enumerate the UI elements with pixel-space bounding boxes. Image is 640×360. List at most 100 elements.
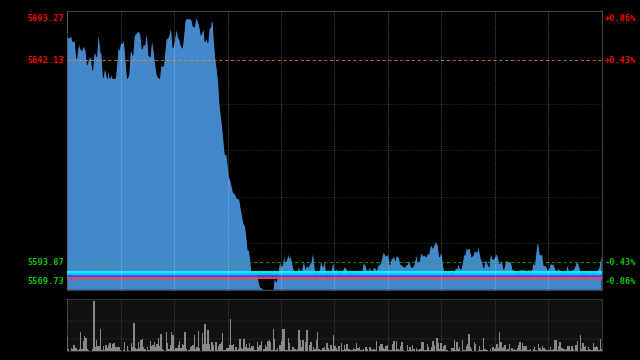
Bar — [282, 329, 284, 351]
Bar — [203, 344, 205, 351]
Bar — [221, 342, 222, 351]
Bar — [550, 347, 552, 351]
Bar — [193, 345, 194, 351]
Bar — [330, 345, 332, 351]
Bar — [355, 349, 356, 351]
Bar — [513, 350, 514, 351]
Bar — [535, 350, 537, 351]
Bar — [222, 333, 223, 351]
Bar — [226, 348, 227, 351]
Bar — [403, 350, 404, 351]
Bar — [522, 342, 524, 351]
Bar — [341, 343, 342, 351]
Bar — [93, 301, 95, 351]
Bar — [67, 337, 68, 351]
Bar — [302, 340, 303, 351]
Bar — [380, 344, 381, 351]
Bar — [127, 346, 128, 351]
Bar — [317, 332, 318, 351]
Bar — [112, 343, 113, 351]
Bar — [81, 349, 83, 351]
Bar — [542, 346, 543, 351]
Bar — [275, 350, 277, 351]
Bar — [490, 349, 491, 351]
Bar — [584, 347, 585, 351]
Bar — [389, 350, 390, 351]
Bar — [290, 350, 292, 351]
Bar — [361, 350, 362, 351]
Bar — [502, 348, 503, 351]
Text: 5569.73: 5569.73 — [28, 278, 65, 287]
Bar — [438, 343, 439, 351]
Bar — [255, 350, 257, 351]
Bar — [601, 349, 602, 351]
Bar — [287, 338, 289, 351]
Bar — [95, 347, 96, 351]
Bar — [178, 345, 179, 351]
Bar — [337, 350, 339, 351]
Bar — [429, 350, 431, 351]
Text: -0.43%: -0.43% — [604, 258, 636, 267]
Bar — [365, 347, 367, 351]
Bar — [569, 346, 570, 351]
Bar — [166, 332, 167, 351]
Bar — [143, 347, 144, 351]
Bar — [318, 349, 319, 351]
Bar — [243, 339, 244, 351]
Bar — [120, 350, 122, 351]
Bar — [231, 345, 232, 351]
Bar — [230, 319, 231, 351]
Bar — [73, 345, 75, 351]
Bar — [151, 346, 152, 351]
Bar — [597, 347, 598, 351]
Bar — [388, 350, 389, 351]
Bar — [468, 334, 470, 351]
Bar — [332, 349, 333, 351]
Bar — [500, 342, 502, 351]
Bar — [360, 350, 361, 351]
Bar — [83, 341, 84, 351]
Bar — [543, 348, 545, 351]
Bar — [499, 332, 500, 351]
Bar — [466, 346, 467, 351]
Bar — [206, 343, 207, 351]
Bar — [238, 350, 239, 351]
Bar — [348, 349, 349, 351]
Bar — [379, 346, 380, 351]
Bar — [147, 347, 148, 351]
Bar — [426, 350, 427, 351]
Bar — [244, 347, 246, 351]
Bar — [376, 341, 377, 351]
Bar — [281, 341, 282, 351]
Bar — [419, 349, 420, 351]
Bar — [97, 346, 99, 351]
Bar — [211, 342, 212, 351]
Bar — [515, 350, 516, 351]
Bar — [300, 340, 301, 351]
Bar — [162, 349, 163, 351]
Bar — [257, 342, 258, 351]
Bar — [253, 346, 254, 351]
Bar — [232, 344, 234, 351]
Text: sina.com: sina.com — [500, 268, 535, 277]
Bar — [107, 348, 108, 351]
Bar — [447, 350, 448, 351]
Bar — [152, 345, 154, 351]
Bar — [474, 342, 475, 351]
Bar — [591, 350, 593, 351]
Bar — [259, 345, 260, 351]
Bar — [79, 349, 80, 351]
Text: +0.43%: +0.43% — [604, 56, 636, 65]
Bar — [494, 350, 495, 351]
Bar — [210, 350, 211, 351]
Bar — [326, 343, 328, 351]
Bar — [529, 350, 530, 351]
Bar — [70, 348, 72, 351]
Bar — [85, 338, 86, 351]
Bar — [481, 350, 482, 351]
Bar — [236, 347, 237, 351]
Bar — [170, 345, 171, 351]
Bar — [470, 347, 471, 351]
Bar — [196, 347, 198, 351]
Bar — [84, 336, 85, 351]
